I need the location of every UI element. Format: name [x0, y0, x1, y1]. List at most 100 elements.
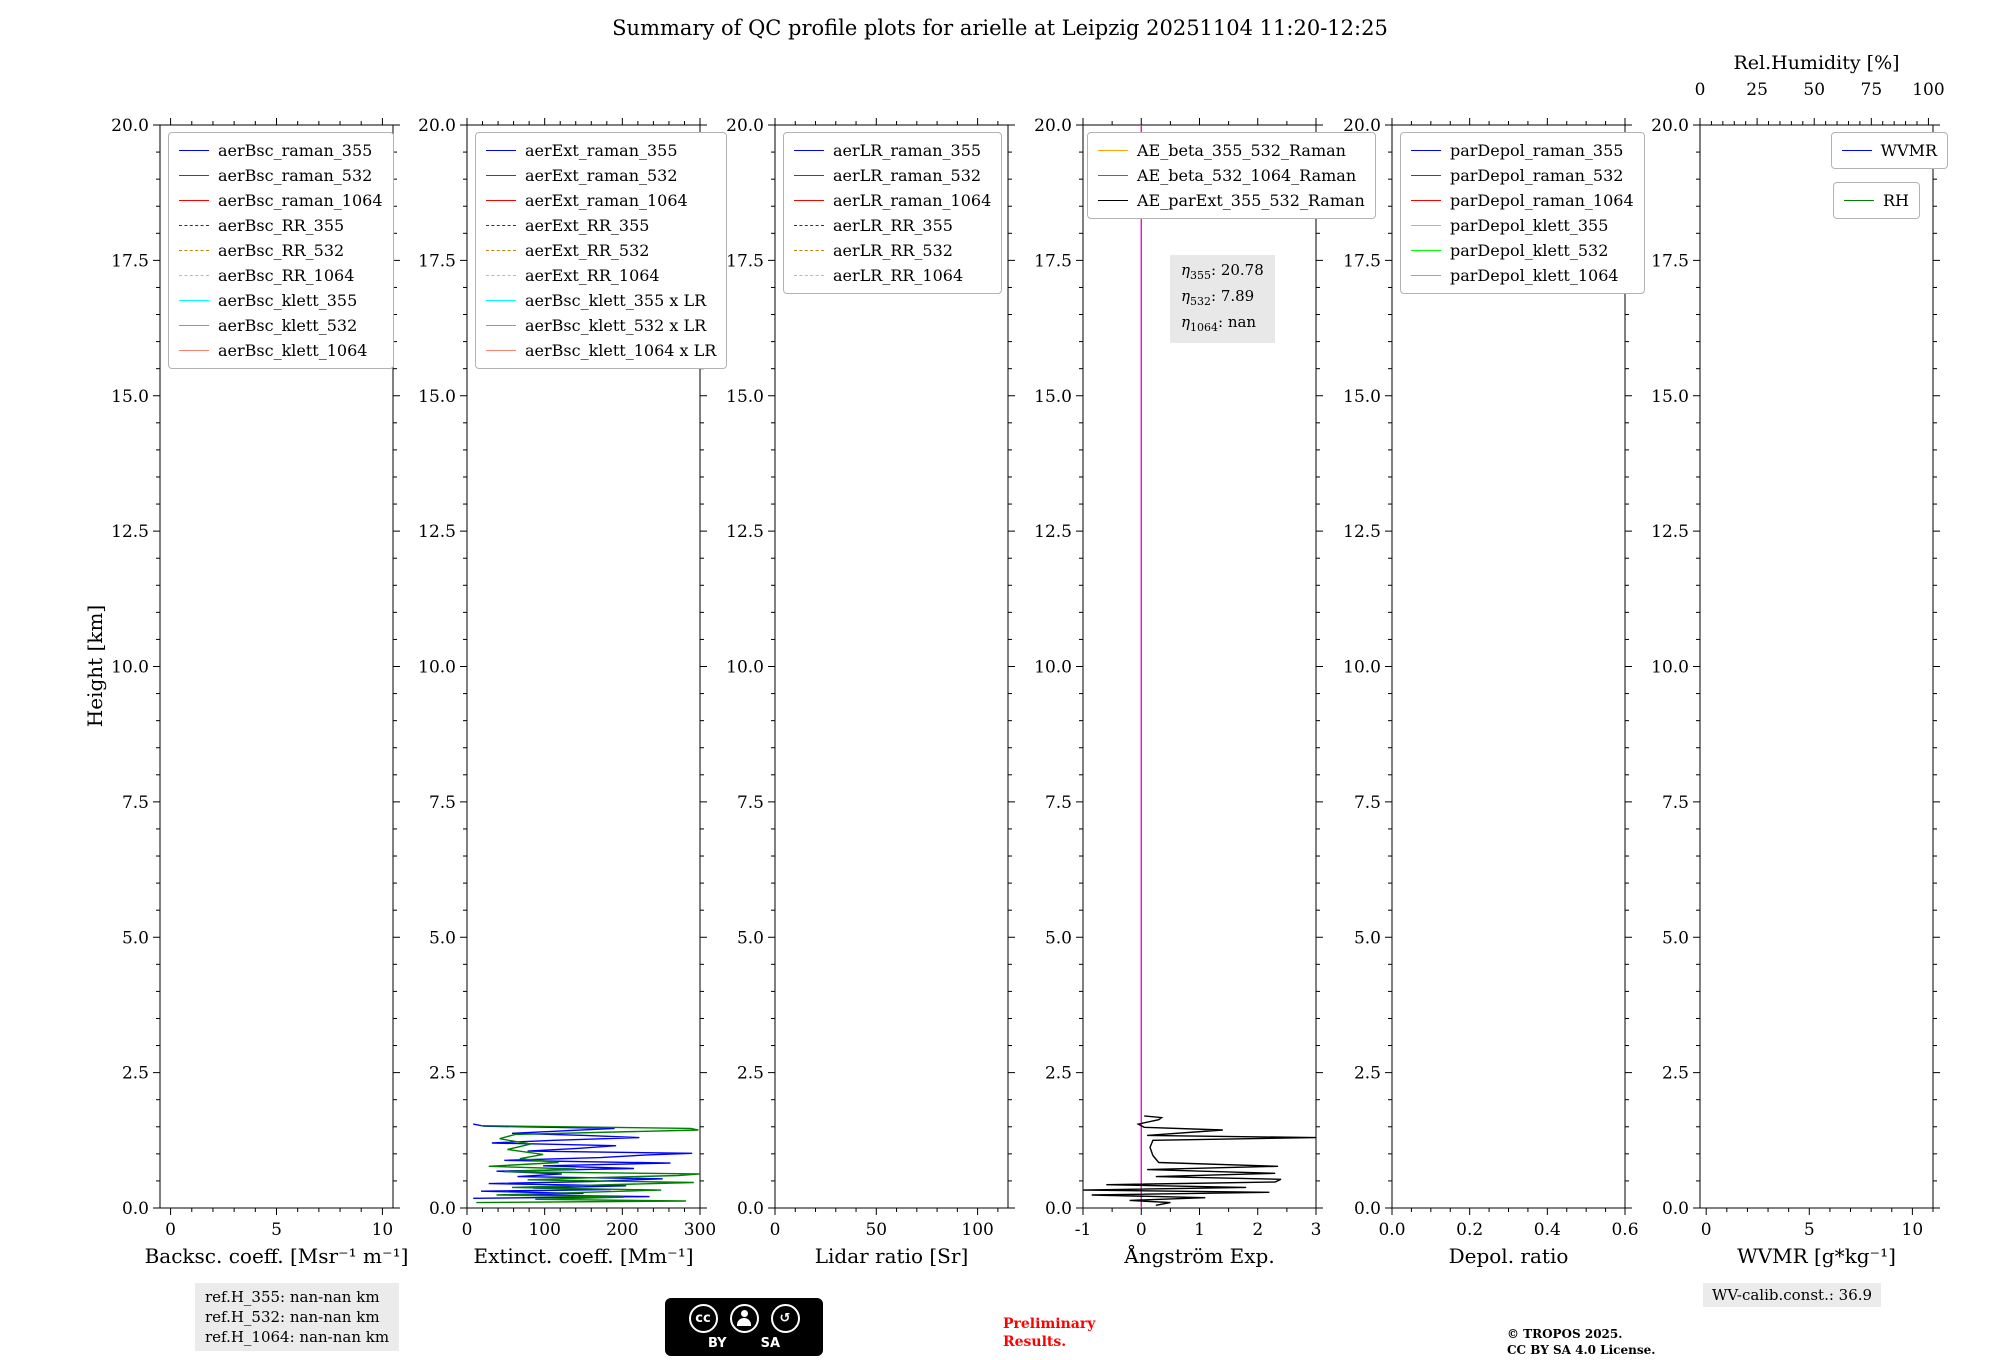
legend-entry-label: parDepol_raman_1064 [1450, 191, 1634, 210]
legend-entry: AE_beta_532_1064_Raman [1098, 163, 1365, 188]
series-AE_parExt_355_532_Raman [1083, 1115, 1316, 1206]
legend-entry: AE_beta_355_532_Raman [1098, 138, 1365, 163]
ref-h-355: ref.H_355: nan-nan km [205, 1288, 380, 1306]
legend-line-sample [179, 225, 209, 226]
legend-line-sample [1098, 175, 1128, 176]
series-aerExt_raman_355 [473, 1123, 693, 1200]
legend-line-sample [179, 300, 209, 301]
legend-entry-label: AE_beta_355_532_Raman [1137, 141, 1346, 160]
legend-line-sample [486, 225, 516, 226]
svg-text:0.6: 0.6 [1611, 1220, 1638, 1240]
svg-text:0.0: 0.0 [122, 1199, 149, 1219]
svg-text:7.5: 7.5 [429, 793, 456, 813]
legend-entry-label: aerLR_RR_1064 [833, 266, 964, 285]
legend-entry: aerBsc_RR_355 [179, 213, 383, 238]
legend-entry-label: aerBsc_klett_1064 [218, 341, 368, 360]
svg-text:0.0: 0.0 [429, 1199, 456, 1219]
legend-line-sample [1411, 275, 1441, 276]
y-axis-label: Height [km] [83, 604, 107, 728]
svg-text:300: 300 [684, 1220, 716, 1240]
legend-line-sample [1411, 150, 1441, 151]
legend-entry-label: parDepol_klett_532 [1450, 241, 1609, 260]
svg-text:10.0: 10.0 [726, 658, 764, 678]
legend-entry: aerBsc_klett_532 [179, 313, 383, 338]
legend-line-sample [1411, 175, 1441, 176]
legend-line-sample [486, 325, 516, 326]
legend-entry: parDepol_klett_1064 [1411, 263, 1634, 288]
wv-calibration-constant: WV-calib.const.: 36.9 [1703, 1283, 1882, 1307]
svg-text:7.5: 7.5 [737, 793, 764, 813]
legend-entry: RH [1844, 188, 1909, 213]
svg-text:2.5: 2.5 [429, 1064, 456, 1084]
legend-entry-label: aerExt_raman_355 [525, 141, 678, 160]
legend-lidar-ratio: aerLR_raman_355 aerLR_raman_532 aerLR_rama… [783, 132, 1003, 294]
svg-text:17.5: 17.5 [1343, 251, 1381, 271]
eta-532: η532: 7.89 [1181, 287, 1255, 308]
svg-text:15.0: 15.0 [111, 387, 149, 407]
legend-line-sample [794, 175, 824, 176]
svg-text:0.4: 0.4 [1534, 1220, 1561, 1240]
legend-line-sample [794, 225, 824, 226]
top-axis-label: Rel.Humidity [%] [1733, 52, 1899, 74]
legend-entry-label: aerBsc_RR_532 [218, 241, 345, 260]
legend-entry: parDepol_klett_355 [1411, 213, 1634, 238]
legend-entry-label: aerBsc_klett_355 x LR [525, 291, 707, 310]
svg-text:0: 0 [165, 1220, 176, 1240]
legend-line-sample [179, 350, 209, 351]
svg-text:5: 5 [1804, 1220, 1815, 1240]
svg-text:2.5: 2.5 [1662, 1064, 1689, 1084]
svg-text:7.5: 7.5 [1045, 793, 1072, 813]
legend-entry-label: aerLR_RR_355 [833, 216, 953, 235]
legend-entry: aerBsc_RR_532 [179, 238, 383, 263]
legend-entry: aerBsc_klett_355 x LR [486, 288, 716, 313]
cc-icons-row: cc ↺ [688, 1303, 800, 1333]
legend-entry: aerExt_raman_355 [486, 138, 716, 163]
svg-text:1: 1 [1194, 1220, 1205, 1240]
legend-entry-label: parDepol_raman_532 [1450, 166, 1624, 185]
legend-entry: aerBsc_klett_1064 x LR [486, 338, 716, 363]
legend-entry: AE_parExt_355_532_Raman [1098, 188, 1365, 213]
legend-line-sample [794, 150, 824, 151]
series-aerExt_raman_532 [476, 1125, 700, 1204]
legend-entry: aerLR_raman_532 [794, 163, 991, 188]
legend-line-sample [179, 175, 209, 176]
legend-wvmr: WVMR [1830, 132, 1948, 169]
panel-backscatter: 0.0 2.5 5.0 7.5 10.0 12.5 15.0 17.5 20.0 0 5 10 Back… [111, 116, 408, 1268]
eta-values-box: η355: 20.78 η532: 7.89 η1064: nan [1170, 255, 1275, 343]
legend-entry-label: parDepol_klett_355 [1450, 216, 1609, 235]
x-axis-label-lidar-ratio: Lidar ratio [Sr] [815, 1244, 969, 1268]
svg-text:50: 50 [1803, 80, 1825, 100]
svg-text:12.5: 12.5 [418, 522, 456, 542]
svg-text:15.0: 15.0 [1343, 387, 1381, 407]
share-alike-icon: ↺ [770, 1303, 800, 1333]
svg-text:7.5: 7.5 [1662, 793, 1689, 813]
legend-entry: aerLR_RR_1064 [794, 263, 991, 288]
legend-entry: parDepol_raman_1064 [1411, 188, 1634, 213]
legend-extinction: aerExt_raman_355 aerExt_raman_532 aerExt_r… [475, 132, 728, 369]
legend-entry-label: aerExt_raman_532 [525, 166, 678, 185]
svg-text:17.5: 17.5 [111, 251, 149, 271]
svg-text:20.0: 20.0 [418, 116, 456, 136]
svg-text:10: 10 [1902, 1220, 1924, 1240]
legend-line-sample [1841, 150, 1872, 151]
reference-heights-box: ref.H_355: nan-nan km ref.H_532: nan-nan… [195, 1283, 400, 1351]
legend-entry-label: aerBsc_RR_1064 [218, 266, 355, 285]
svg-text:5.0: 5.0 [1354, 928, 1381, 948]
legend-entry-label: parDepol_klett_1064 [1450, 266, 1619, 285]
x-axis-label-wvmr: WVMR [g*kg⁻¹] [1737, 1244, 1896, 1268]
legend-entry-label: aerBsc_klett_1064 x LR [525, 341, 717, 360]
ref-h-1064: ref.H_1064: nan-nan km [205, 1328, 390, 1346]
svg-text:17.5: 17.5 [418, 251, 456, 271]
svg-text:0: 0 [1695, 80, 1706, 100]
svg-text:2.5: 2.5 [122, 1064, 149, 1084]
legend-entry-label: WVMR [1880, 141, 1937, 160]
legend-line-sample [179, 275, 209, 276]
legend-entry-label: aerBsc_klett_355 [218, 291, 358, 310]
legend-entry: aerExt_raman_1064 [486, 188, 716, 213]
svg-text:10.0: 10.0 [418, 658, 456, 678]
x-axis-label-backscatter: Backsc. coeff. [Msr⁻¹ m⁻¹] [145, 1244, 409, 1268]
legend-wvmr-1: RH [1833, 182, 1920, 219]
legend-entry-label: aerBsc_raman_355 [218, 141, 373, 160]
legend-line-sample [794, 250, 824, 251]
